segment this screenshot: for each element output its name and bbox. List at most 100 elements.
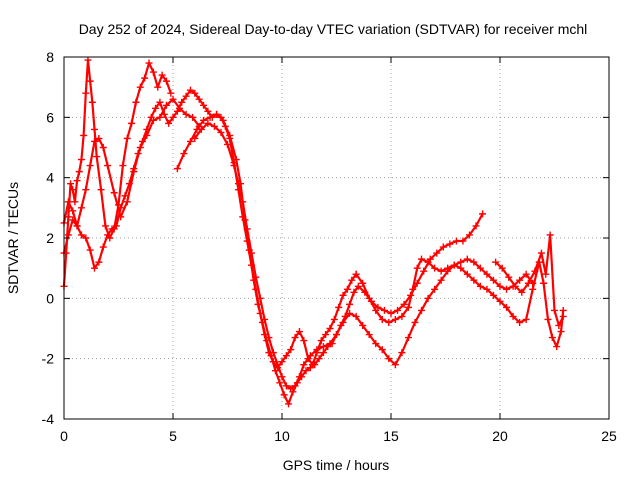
series-track-d — [173, 110, 487, 408]
data-point — [64, 198, 72, 206]
data-point — [206, 113, 214, 121]
data-point — [71, 198, 79, 206]
data-point — [413, 264, 421, 272]
data-point — [141, 74, 149, 82]
data-point — [326, 325, 334, 332]
data-point — [110, 189, 118, 197]
data-point — [505, 273, 513, 281]
data-point — [446, 240, 454, 248]
data-point — [108, 225, 116, 233]
data-point — [101, 222, 109, 230]
data-point — [80, 131, 88, 139]
data-point — [420, 267, 428, 275]
series-track-e — [191, 119, 537, 393]
data-point — [315, 355, 323, 363]
data-point — [431, 264, 439, 272]
data-point — [509, 312, 517, 320]
data-point — [128, 119, 136, 127]
data-point — [247, 249, 255, 257]
data-point — [483, 285, 491, 293]
data-point — [180, 150, 188, 158]
data-point — [189, 113, 197, 121]
data-point — [69, 216, 77, 224]
data-point — [439, 243, 447, 251]
data-point — [186, 86, 194, 94]
y-tick-label: -4 — [42, 411, 55, 427]
data-point — [295, 373, 303, 381]
tick-labels: 0 5 10 15 20 25 -4 -2 0 2 4 6 8 — [42, 49, 617, 444]
data-point — [104, 162, 112, 170]
data-point — [156, 113, 164, 121]
data-point — [169, 113, 177, 121]
x-axis-label: GPS time / hours — [283, 457, 390, 473]
data-point — [522, 270, 530, 278]
data-point — [274, 361, 282, 369]
data-point — [391, 361, 399, 369]
data-point — [86, 162, 94, 170]
y-tick-label: 2 — [46, 230, 54, 246]
data-point — [411, 318, 419, 326]
data-point — [559, 306, 567, 314]
data-point — [378, 315, 386, 323]
data-point — [173, 165, 181, 173]
data-point — [409, 285, 417, 293]
data-point — [191, 89, 199, 97]
data-point — [354, 282, 362, 290]
data-point — [452, 237, 460, 245]
data-point — [291, 382, 299, 390]
data-point — [75, 168, 83, 176]
data-point — [559, 312, 567, 320]
data-point — [123, 134, 131, 142]
series-trace — [62, 58, 172, 287]
data-point — [339, 318, 347, 326]
data-point — [463, 255, 471, 263]
data-point — [346, 309, 354, 317]
data-point — [91, 137, 99, 145]
series-trace — [62, 89, 358, 369]
data-point — [516, 276, 524, 284]
data-point — [385, 318, 393, 326]
data-point — [424, 294, 432, 302]
data-point — [317, 337, 325, 345]
x-tick-label: 10 — [274, 428, 290, 444]
data-point — [234, 180, 242, 188]
data-point — [524, 279, 532, 287]
data-point — [302, 367, 310, 375]
data-point — [143, 125, 151, 133]
data-point — [433, 249, 441, 257]
data-point — [123, 198, 131, 206]
data-point — [489, 276, 497, 284]
data-point — [82, 89, 90, 97]
series-track-b — [60, 95, 203, 230]
data-point — [437, 276, 445, 284]
data-point — [311, 361, 319, 369]
data-point — [359, 279, 367, 287]
data-point — [365, 294, 373, 302]
data-point — [93, 153, 101, 161]
data-point — [117, 204, 125, 212]
y-tick-label: -2 — [42, 351, 55, 367]
data-point — [73, 222, 81, 230]
data-point — [300, 337, 308, 345]
data-point — [224, 140, 231, 148]
data-point — [149, 68, 157, 76]
series-trace — [193, 122, 534, 390]
y-tick-label: 0 — [46, 290, 54, 306]
data-point — [287, 385, 295, 393]
x-tick-label: 5 — [169, 428, 177, 444]
series-track-g — [492, 231, 567, 329]
data-point — [152, 104, 160, 112]
data-point — [326, 340, 334, 348]
data-point — [200, 116, 208, 124]
data-point — [359, 321, 367, 329]
data-point — [531, 267, 539, 275]
data-point — [182, 92, 190, 100]
series-track-f — [352, 255, 567, 351]
data-point — [95, 134, 103, 142]
data-point — [306, 352, 314, 360]
data-point — [404, 334, 412, 342]
data-point — [136, 83, 144, 91]
data-point — [522, 315, 530, 323]
data-point — [95, 258, 103, 266]
data-point — [372, 340, 380, 348]
